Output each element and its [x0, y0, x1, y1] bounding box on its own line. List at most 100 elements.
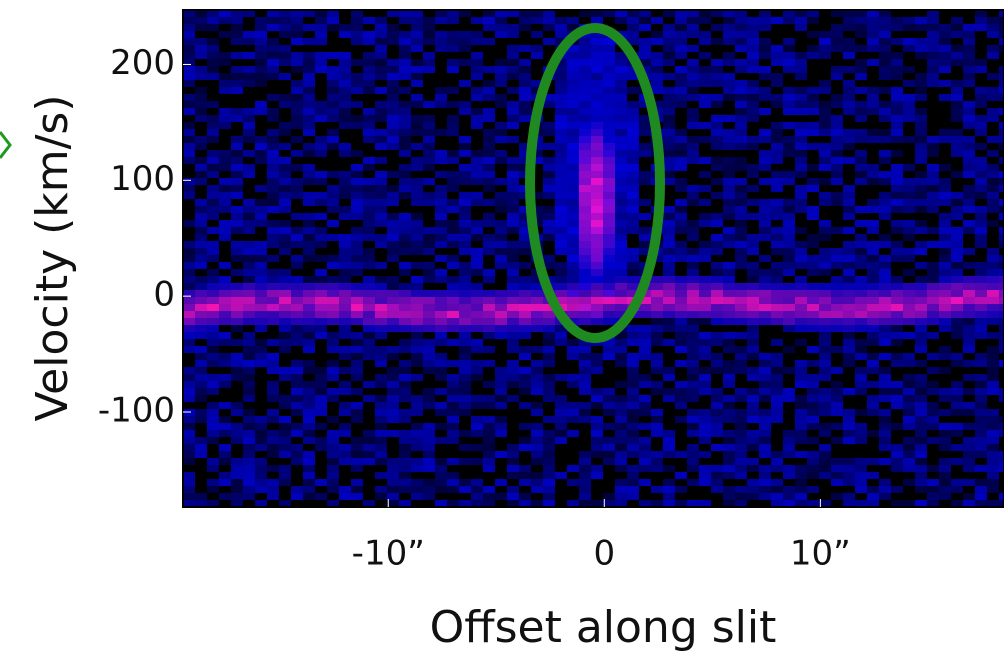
image-cell	[339, 381, 351, 388]
image-cell	[579, 241, 591, 248]
image-cell	[951, 381, 963, 388]
image-cell	[711, 367, 723, 374]
image-cell	[663, 94, 675, 101]
image-cell	[255, 430, 267, 437]
image-cell	[555, 101, 567, 108]
image-cell	[663, 374, 675, 381]
image-cell	[975, 101, 987, 108]
image-cell	[891, 73, 903, 80]
image-cell	[915, 395, 927, 402]
image-cell	[267, 66, 279, 73]
image-cell	[723, 38, 735, 45]
image-cell	[699, 10, 711, 17]
image-cell	[639, 374, 651, 381]
image-cell	[279, 234, 291, 241]
image-cell	[759, 255, 771, 262]
image-cell	[903, 269, 915, 276]
image-cell	[735, 220, 747, 227]
image-cell	[831, 388, 843, 395]
image-cell	[207, 171, 219, 178]
image-cell	[399, 178, 411, 185]
image-cell	[279, 276, 291, 283]
image-cell	[183, 437, 195, 444]
image-cell	[951, 129, 963, 136]
image-cell	[963, 402, 975, 409]
image-cell	[975, 24, 987, 31]
image-cell	[975, 374, 987, 381]
image-cell	[195, 220, 207, 227]
image-cell	[303, 164, 315, 171]
image-cell	[987, 185, 999, 192]
image-cell	[723, 381, 735, 388]
image-cell	[699, 374, 711, 381]
image-cell	[795, 472, 807, 479]
image-cell	[675, 395, 687, 402]
image-cell	[603, 493, 615, 500]
image-cell	[939, 346, 951, 353]
image-cell	[267, 290, 279, 297]
image-cell	[951, 353, 963, 360]
image-cell	[699, 52, 711, 59]
image-cell	[399, 374, 411, 381]
image-cell	[303, 451, 315, 458]
image-cell	[459, 199, 471, 206]
image-cell	[483, 129, 495, 136]
image-cell	[843, 318, 855, 325]
image-cell	[315, 444, 327, 451]
image-cell	[219, 192, 231, 199]
image-cell	[375, 234, 387, 241]
image-cell	[843, 500, 855, 507]
image-cell	[915, 339, 927, 346]
image-cell	[615, 430, 627, 437]
image-cell	[855, 472, 867, 479]
image-cell	[879, 353, 891, 360]
image-cell	[399, 164, 411, 171]
image-cell	[291, 332, 303, 339]
image-cell	[627, 269, 639, 276]
image-cell	[483, 143, 495, 150]
image-cell	[423, 262, 435, 269]
image-cell	[807, 283, 819, 290]
image-cell	[807, 416, 819, 423]
image-cell	[219, 108, 231, 115]
image-cell	[291, 59, 303, 66]
image-cell	[627, 437, 639, 444]
image-cell	[843, 38, 855, 45]
image-cell	[855, 311, 867, 318]
image-cell	[759, 269, 771, 276]
image-cell	[399, 500, 411, 507]
image-cell	[459, 297, 471, 304]
image-cell	[795, 409, 807, 416]
image-cell	[615, 94, 627, 101]
image-cell	[303, 297, 315, 304]
image-cell	[639, 213, 651, 220]
image-cell	[519, 437, 531, 444]
image-cell	[543, 220, 555, 227]
image-cell	[567, 73, 579, 80]
image-cell	[399, 283, 411, 290]
image-cell	[783, 220, 795, 227]
image-cell	[435, 38, 447, 45]
image-cell	[255, 52, 267, 59]
image-cell	[279, 437, 291, 444]
image-cell	[351, 234, 363, 241]
image-cell	[855, 178, 867, 185]
image-cell	[807, 101, 819, 108]
image-cell	[927, 31, 939, 38]
image-cell	[771, 136, 783, 143]
image-cell	[723, 360, 735, 367]
image-cell	[447, 220, 459, 227]
image-cell	[327, 297, 339, 304]
image-cell	[603, 150, 615, 157]
image-cell	[591, 241, 603, 248]
image-cell	[459, 227, 471, 234]
image-cell	[627, 24, 639, 31]
image-cell	[759, 283, 771, 290]
image-cell	[183, 451, 195, 458]
image-cell	[315, 493, 327, 500]
image-cell	[219, 87, 231, 94]
image-cell	[603, 59, 615, 66]
image-cell	[915, 108, 927, 115]
image-cell	[903, 17, 915, 24]
image-cell	[267, 143, 279, 150]
